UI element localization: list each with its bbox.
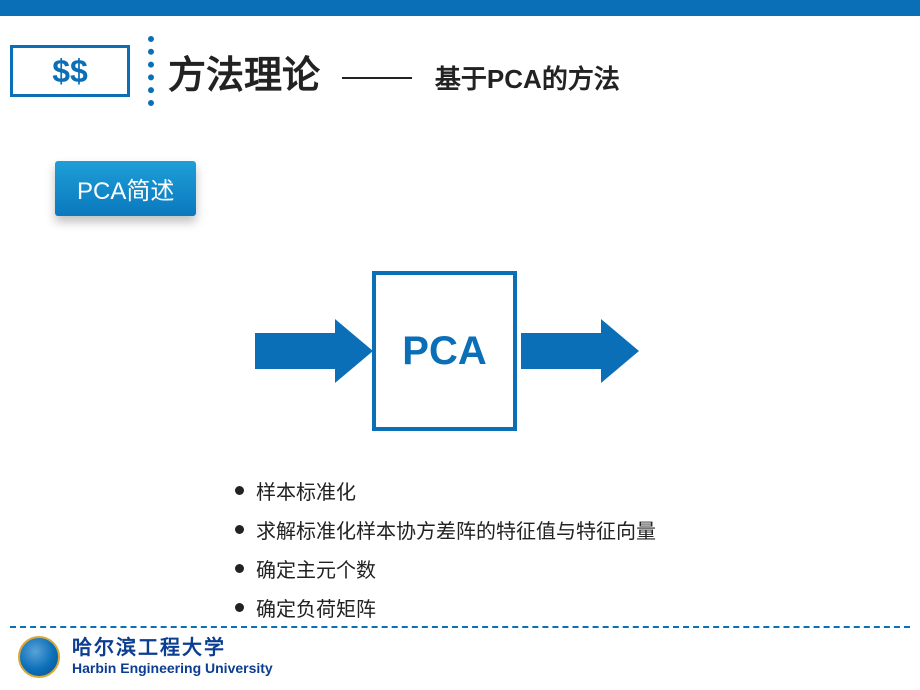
bullet-icon [235,525,244,534]
list-item: 求解标准化样本协方差阵的特征值与特征向量 [235,515,920,544]
pca-box: PCA [372,271,517,431]
list-text: 确定主元个数 [256,554,376,583]
pca-diagram: PCA [0,261,920,451]
bullet-icon [235,564,244,573]
title-dash [342,77,412,79]
tag-pca-overview: PCA简述 [55,161,196,216]
top-bar [0,0,920,16]
header: $$ 方法理论 基于PCA的方法 [0,36,920,106]
bullet-icon [235,603,244,612]
arrow-out-icon [521,319,639,383]
dotted-divider [148,36,154,106]
arrow-in-icon [255,319,373,383]
list-item: 确定主元个数 [235,554,920,583]
university-cn: 哈尔滨工程大学 [72,637,273,660]
list-text: 确定负荷矩阵 [256,593,376,622]
section-title: 方法理论 [168,55,320,97]
steps-list: 样本标准化 求解标准化样本协方差阵的特征值与特征向量 确定主元个数 确定负荷矩阵 [235,476,920,622]
slide-number-badge: $$ [10,45,130,97]
university-logo-icon [18,636,60,678]
section-subtitle: 基于PCA的方法 [435,64,620,94]
university-names: 哈尔滨工程大学 Harbin Engineering University [72,637,273,676]
bullet-icon [235,486,244,495]
list-text: 样本标准化 [256,476,356,505]
university-en: Harbin Engineering University [72,660,273,676]
list-item: 确定负荷矩阵 [235,593,920,622]
title-group: 方法理论 基于PCA的方法 [168,44,620,99]
list-item: 样本标准化 [235,476,920,505]
list-text: 求解标准化样本协方差阵的特征值与特征向量 [256,515,656,544]
footer: 哈尔滨工程大学 Harbin Engineering University [0,628,920,678]
